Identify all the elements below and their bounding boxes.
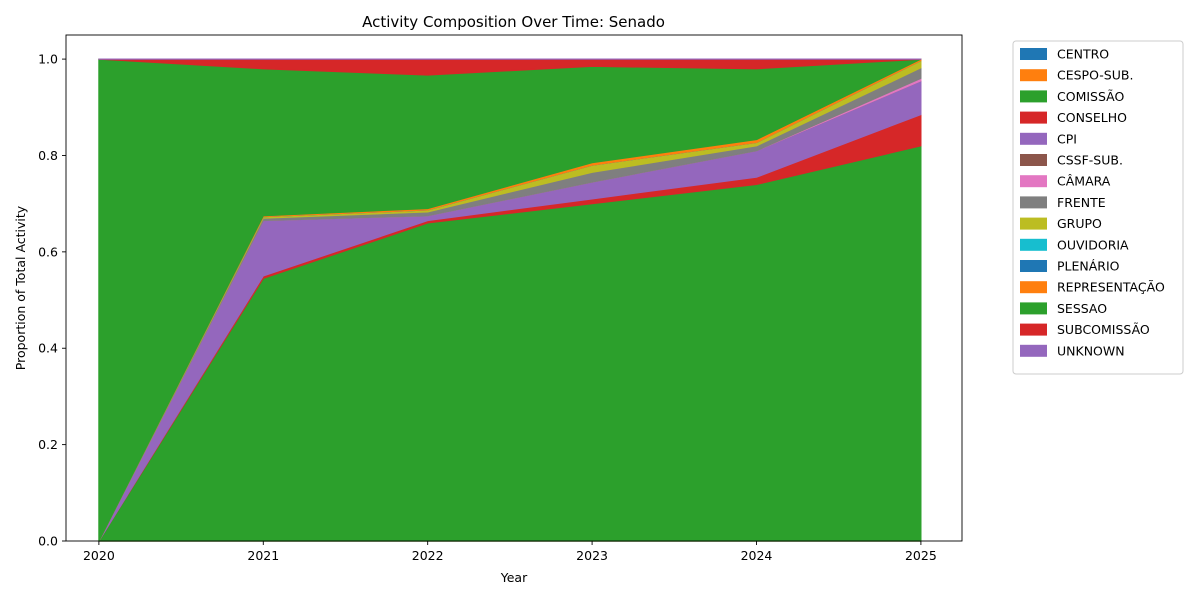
legend-label-cssf-sub: CSSF-SUB. (1057, 153, 1123, 168)
legend-swatch-ouvidoria (1020, 238, 1047, 251)
legend-swatch-grupo (1020, 217, 1047, 230)
legend-swatch-cpi (1020, 132, 1047, 145)
plot-frame (65, 34, 963, 542)
y-tick-label: 0.8 (38, 148, 58, 163)
legend-swatch-comissao (1020, 90, 1047, 103)
x-tick-label: 2023 (576, 548, 608, 563)
y-tick-label: 0.0 (38, 534, 58, 549)
legend-label-sessao: SESSAO (1057, 301, 1107, 316)
y-axis: 0.0 0.2 0.4 0.6 0.8 1.0 (38, 52, 66, 549)
areas-layer (98, 58, 922, 542)
legend-label-frente: FRENTE (1057, 195, 1106, 210)
legend-swatch-cespo-sub (1020, 69, 1047, 82)
x-tick-label: 2024 (741, 548, 773, 563)
y-axis-label: Proportion of Total Activity (13, 205, 28, 370)
legend-label-grupo: GRUPO (1057, 216, 1102, 231)
y-tick-label: 0.4 (38, 341, 58, 356)
x-axis-label: Year (500, 570, 528, 585)
x-tick-label: 2022 (412, 548, 444, 563)
legend-box (1012, 40, 1184, 375)
y-tick-label: 0.2 (38, 437, 58, 452)
legend-label-subcomissao: SUBCOMISSÃO (1057, 322, 1150, 337)
legend-swatch-cssf-sub (1020, 154, 1047, 166)
legend-label-comissao: COMISSÃO (1057, 89, 1124, 104)
legend-swatch-centro (1020, 48, 1047, 60)
legend-swatch-conselho (1020, 111, 1047, 124)
legend-label-unknown: UNKNOWN (1057, 343, 1125, 358)
legend-swatch-subcomissao (1020, 323, 1047, 336)
chart-title: Activity Composition Over Time: Senado (362, 13, 665, 31)
legend-swatch-frente (1020, 196, 1047, 209)
legend-label-representacao: REPRESENTAÇÃO (1057, 280, 1165, 295)
x-tick-label: 2020 (83, 548, 115, 563)
legend-label-centro: CENTRO (1057, 47, 1109, 62)
legend-label-cpi: CPI (1057, 131, 1077, 146)
legend-swatch-representacao (1020, 281, 1047, 294)
legend-label-conselho: CONSELHO (1057, 110, 1127, 125)
legend-label-ouvidoria: OUVIDORIA (1057, 237, 1129, 252)
legend-label-plenario: PLENÁRIO (1057, 259, 1120, 274)
legend-swatch-unknown (1020, 344, 1047, 357)
y-tick-label: 1.0 (38, 52, 58, 67)
y-tick-label: 0.6 (38, 244, 58, 259)
x-tick-label: 2025 (905, 548, 937, 563)
x-axis: 2020 2021 2022 2023 2024 2025 (83, 541, 937, 563)
legend: CENTRO CESPO-SUB. COMISSÃO CONSELHO CPI CSSF-… (1012, 40, 1184, 375)
legend-label-cespo-sub: CESPO-SUB. (1057, 68, 1133, 83)
legend-swatch-sessao (1020, 302, 1047, 315)
legend-label-camara: CÂMARA (1057, 174, 1111, 189)
legend-swatch-plenario (1020, 260, 1047, 272)
x-tick-label: 2021 (247, 548, 279, 563)
legend-swatch-camara (1020, 175, 1047, 188)
